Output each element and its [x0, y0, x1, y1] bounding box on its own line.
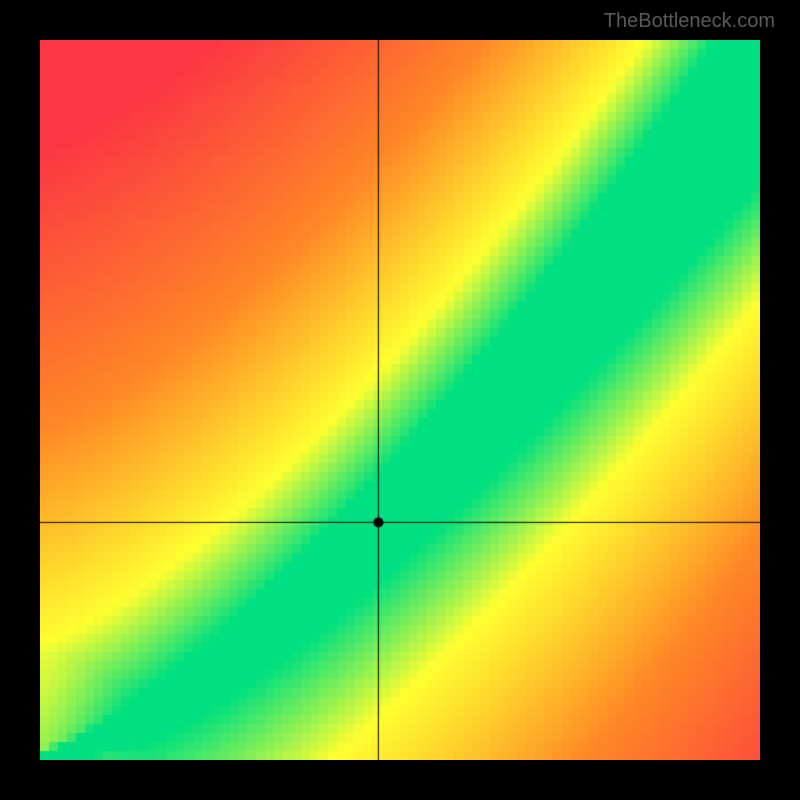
heatmap-chart — [40, 40, 760, 760]
watermark-text: TheBottleneck.com — [604, 10, 775, 33]
heatmap-canvas — [40, 40, 760, 760]
